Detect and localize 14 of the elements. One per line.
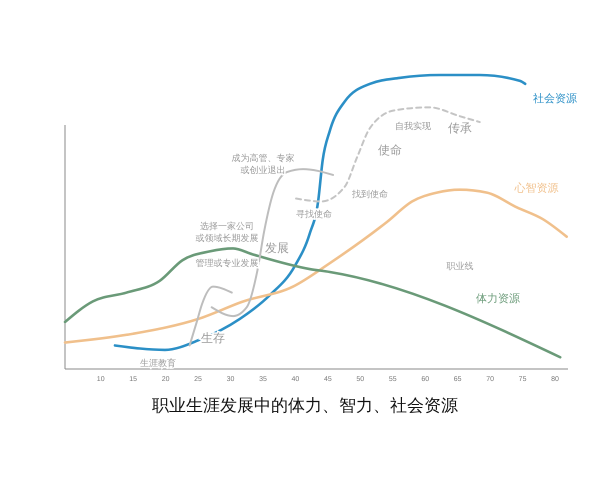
series-label: 体力资源 (476, 292, 520, 306)
annotation: 生涯教育 (140, 358, 176, 369)
annotation: 自我实现 (395, 121, 431, 132)
annotation: 使命 (378, 143, 402, 157)
series-label: 心智资源 (514, 182, 559, 195)
text: 职业生涯发展中的体力、智力、社会资源 (152, 396, 458, 416)
annotation: 选择一家公司或领域长期发展 (196, 221, 258, 244)
annotation: 传承 (448, 121, 472, 135)
annotation: 职业线 (446, 261, 474, 272)
series-label: 社会资源 (533, 92, 578, 105)
annotation: 找到使命 (351, 189, 388, 200)
annotation: 发展 (265, 241, 289, 255)
annotation: 成为高管、专家或创业退出 (232, 153, 294, 176)
annotation: 管理或专业发展 (196, 258, 258, 269)
